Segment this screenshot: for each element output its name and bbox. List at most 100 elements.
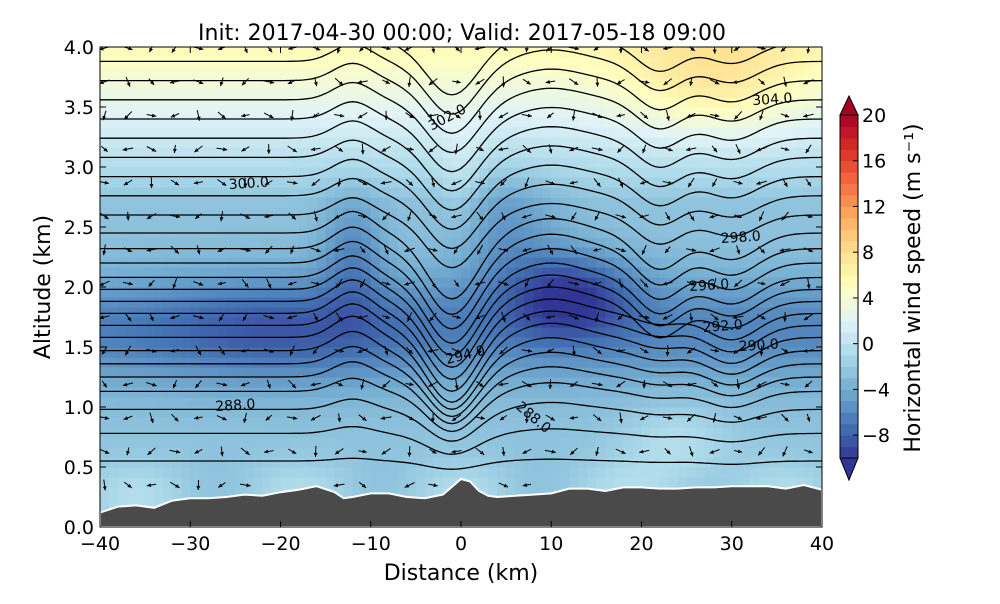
field-cell (696, 137, 706, 148)
field-cell (732, 117, 742, 128)
field-cell (759, 387, 769, 398)
field-cell (281, 477, 291, 488)
field-cell (335, 467, 345, 478)
field-cell (741, 457, 751, 468)
field-cell (344, 367, 354, 378)
field-cell (281, 377, 291, 388)
field-cell (154, 437, 164, 448)
field-cell (353, 257, 363, 268)
field-cell (199, 407, 209, 418)
field-cell (308, 167, 318, 178)
field-cell (389, 127, 399, 138)
field-cell (154, 487, 164, 498)
field-cell (678, 147, 688, 158)
field-cell (109, 477, 119, 488)
field-cell (723, 87, 733, 98)
field-cell (551, 127, 561, 138)
field-cell (235, 347, 245, 358)
field-cell (190, 67, 200, 78)
field-cell (136, 457, 146, 468)
field-cell (244, 357, 254, 368)
field-cell (271, 237, 281, 248)
field-cell (687, 157, 697, 168)
field-cell (154, 297, 164, 308)
field-cell (154, 427, 164, 438)
field-cell (614, 427, 624, 438)
field-cell (398, 277, 408, 288)
field-cell (777, 107, 787, 118)
field-cell (569, 437, 579, 448)
field-cell (353, 477, 363, 488)
field-cell (623, 417, 633, 428)
field-cell (795, 117, 805, 128)
field-cell (281, 57, 291, 68)
field-cell (308, 337, 318, 348)
field-cell (118, 387, 128, 398)
colorbar-segment (840, 321, 858, 333)
field-cell (100, 67, 110, 78)
field-cell (560, 147, 570, 158)
field-cell (262, 297, 272, 308)
field-cell (596, 177, 606, 188)
field-cell (488, 117, 498, 128)
field-cell (651, 337, 661, 348)
field-cell (804, 337, 814, 348)
field-cell (560, 237, 570, 248)
colorbar-segment (840, 252, 858, 264)
field-cell (416, 447, 426, 458)
field-cell (181, 417, 191, 428)
field-cell (118, 267, 128, 278)
field-cell (136, 57, 146, 68)
field-cell (578, 447, 588, 458)
field-cell (687, 117, 697, 128)
field-cell (605, 417, 615, 428)
field-cell (154, 457, 164, 468)
field-cell (705, 157, 715, 168)
field-cell (434, 177, 444, 188)
field-cell (804, 307, 814, 318)
field-cell (813, 467, 823, 478)
field-cell (109, 307, 119, 318)
field-cell (389, 367, 399, 378)
field-cell (813, 267, 823, 278)
colorbar-tick-label: 0 (862, 334, 874, 356)
field-cell (290, 477, 300, 488)
field-cell (759, 417, 769, 428)
field-cell (813, 77, 823, 88)
field-cell (344, 187, 354, 198)
field-cell (317, 157, 327, 168)
colorbar-tick-label: 12 (862, 196, 886, 218)
field-cell (226, 377, 236, 388)
field-cell (281, 457, 291, 468)
field-cell (723, 217, 733, 228)
field-cell (100, 367, 110, 378)
field-cell (281, 217, 291, 228)
field-cell (281, 157, 291, 168)
field-cell (723, 467, 733, 478)
field-cell (551, 237, 561, 248)
field-cell (407, 197, 417, 208)
field-cell (632, 247, 642, 258)
field-cell (127, 327, 137, 338)
field-cell (795, 307, 805, 318)
field-cell (190, 257, 200, 268)
field-cell (226, 157, 236, 168)
field-cell (199, 397, 209, 408)
field-cell (434, 347, 444, 358)
field-cell (614, 147, 624, 158)
field-cell (226, 77, 236, 88)
field-cell (705, 247, 715, 258)
field-cell (217, 487, 227, 498)
field-cell (795, 167, 805, 178)
field-cell (118, 457, 128, 468)
y-axis-label: Altitude (km) (31, 215, 56, 359)
field-cell (669, 427, 679, 438)
field-cell (290, 467, 300, 478)
field-cell (199, 327, 209, 338)
field-cell (660, 477, 670, 488)
field-cell (163, 407, 173, 418)
field-cell (172, 97, 182, 108)
field-cell (136, 107, 146, 118)
field-cell (614, 437, 624, 448)
field-cell (443, 457, 453, 468)
